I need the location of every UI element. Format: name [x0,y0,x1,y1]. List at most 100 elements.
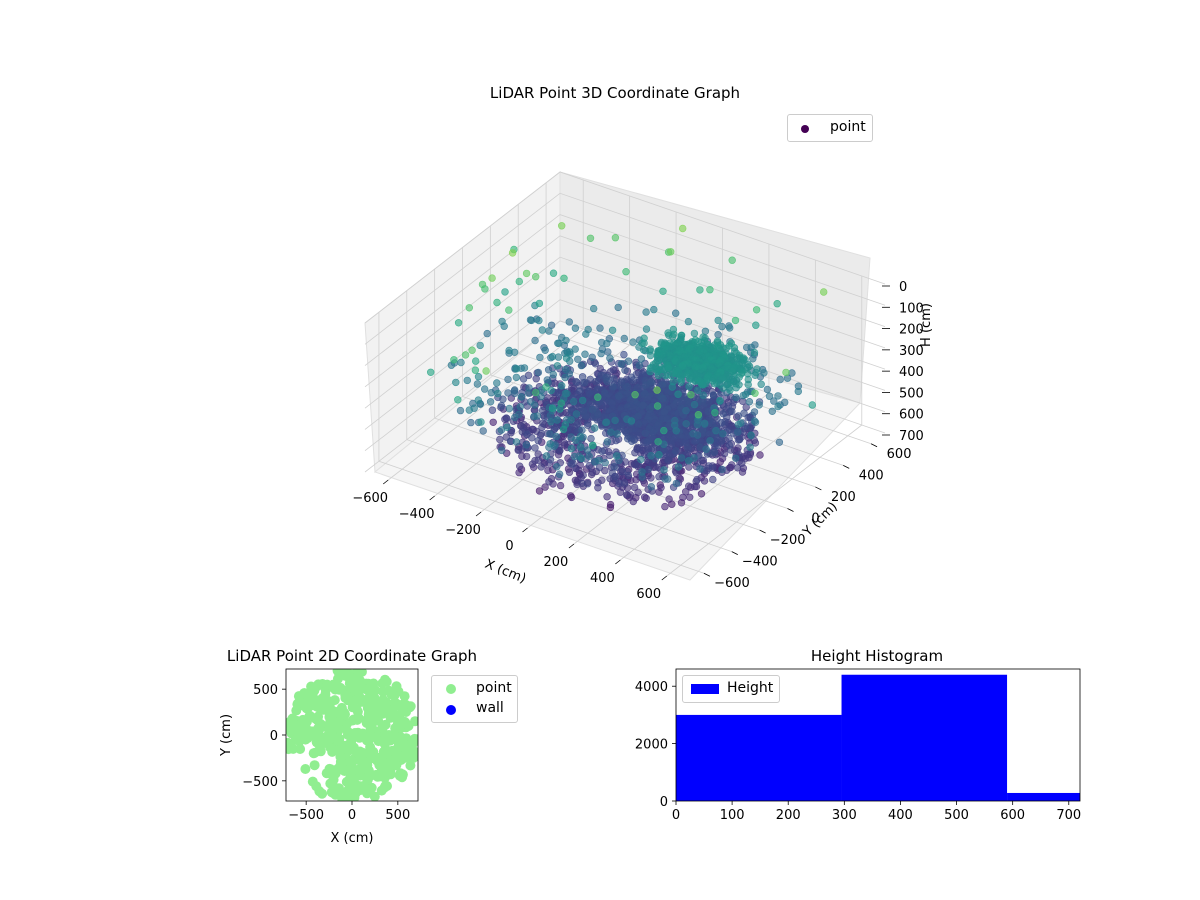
data-point [750,348,759,357]
data-point [644,465,652,474]
data-point [606,354,614,362]
data-point [549,370,557,379]
data-point [548,352,557,361]
data-point [572,377,580,386]
data-point [637,355,646,363]
data-point [383,685,394,696]
data-point [643,438,651,446]
y-tick-label: 2000 [635,738,668,753]
data-point [660,408,669,416]
data-point [746,443,754,451]
data-point [618,468,627,476]
y-tick [815,486,822,491]
data-point [621,366,629,374]
data-point [515,277,523,286]
data-point [563,389,571,398]
data-point [629,338,637,346]
x-tick [475,511,482,517]
data-point [548,404,557,412]
data-point [749,355,757,363]
data-point [710,448,719,456]
data-point [565,318,573,326]
data-point [515,468,523,477]
x-tick-label: −400 [399,507,435,522]
data-point [603,493,611,501]
data-point [794,387,802,396]
data-point [534,456,542,464]
data-point [719,384,727,392]
data-point [720,449,729,458]
x-axis-label: X (cm) [331,831,374,846]
data-point [332,669,343,676]
data-point [535,299,544,308]
data-point [365,750,376,760]
x-tick [382,479,389,485]
data-point [760,369,768,377]
data-point [454,396,462,404]
data-point [741,390,750,399]
data-point [664,456,673,464]
data-point [614,303,622,312]
data-point [335,744,346,755]
data-point [493,379,501,387]
data-point [632,476,640,484]
data-point [684,457,693,465]
data-point [362,760,373,771]
data-point [641,429,649,437]
data-point [677,499,686,507]
data-point [454,319,463,327]
data-point [482,367,490,375]
data-point [696,286,704,294]
data-point [479,427,487,435]
data-point [718,374,727,382]
data-point [531,273,540,281]
data-point [315,746,326,757]
data-point [369,692,380,703]
grid-line-h [364,235,886,388]
data-point [567,460,575,468]
data-point [561,373,569,382]
data-point [465,406,473,414]
x-tick-label: 500 [385,808,410,823]
data-point [725,441,734,449]
data-point [399,739,410,750]
data-point [592,377,600,386]
data-point [354,732,365,743]
data-point [560,274,568,282]
x-tick-label: 600 [1000,808,1025,823]
data-point [642,308,650,316]
data-point [653,402,662,410]
data-point [452,378,460,387]
data-point [457,358,465,367]
data-point [665,495,673,503]
data-point [512,365,521,373]
data-point [617,378,625,386]
x-tick-label: −500 [288,808,324,823]
data-point [557,399,565,407]
data-point [534,450,542,458]
legend-point-marker [446,684,456,694]
y-axis-label: Y (cm) [219,714,234,757]
data-point [505,404,513,413]
data-point [612,436,620,445]
data-point [682,420,690,428]
data-point [535,316,543,325]
x-tick-label: 500 [944,808,969,823]
data-point [373,736,384,747]
data-point [553,416,561,424]
data-point [329,723,339,734]
data-point [763,385,772,394]
x-tick [568,543,575,549]
data-point [545,478,553,486]
legend-point-label: point [830,119,866,135]
data-point [368,678,379,689]
data-point [655,451,663,459]
data-point [590,424,599,432]
data-point [557,222,566,230]
data-point [629,497,637,506]
data-point [693,475,701,484]
data-point [528,434,536,442]
data-point [687,391,695,399]
data-point [677,376,686,384]
data-point [343,745,354,756]
